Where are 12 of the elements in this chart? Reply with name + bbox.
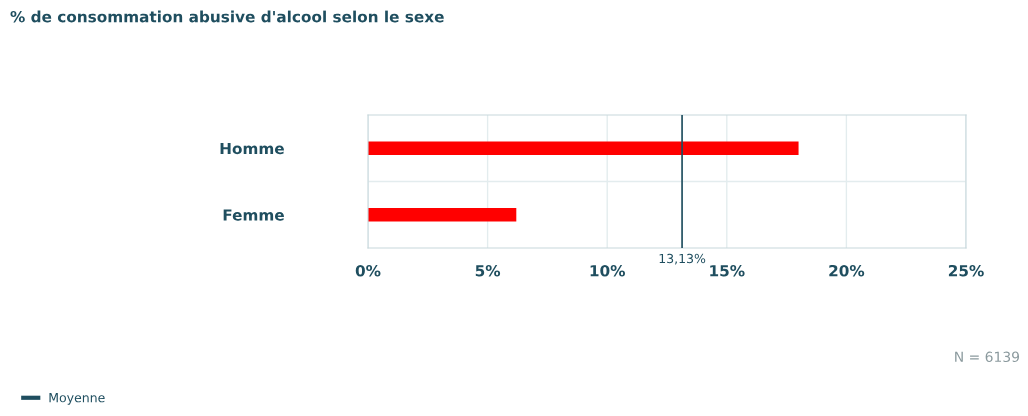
x-tick-label: 0% — [355, 264, 381, 277]
legend-label: Moyenne — [49, 393, 105, 405]
text: % de consommation abusive d'alcool selon le sexe — [10, 10, 444, 23]
y-tick-label: Femme — [223, 209, 284, 221]
text: N = 6139 — [955, 351, 1020, 363]
x-tick-label: 15% — [710, 264, 745, 277]
x-tick-label: 5% — [475, 264, 501, 277]
x-tick-label: 25% — [948, 264, 984, 277]
x-tick-label: 10% — [590, 264, 625, 277]
text: 13,13% — [659, 253, 706, 265]
y-tick-label: Homme — [220, 142, 284, 155]
x-tick-label: 20% — [829, 264, 865, 277]
